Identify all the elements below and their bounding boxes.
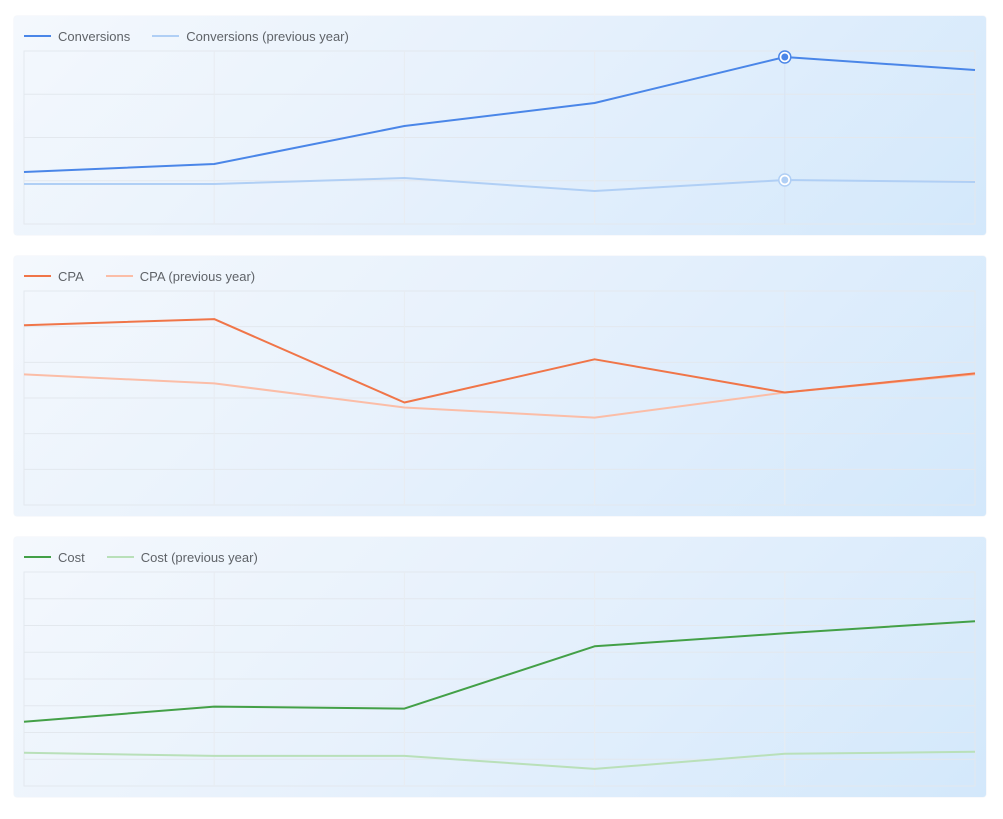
data-point [21, 719, 27, 725]
data-point [211, 753, 217, 759]
cost-legend: Cost Cost (previous year) [24, 549, 280, 565]
cpa-chart-panel: CPA CPA (previous year) [14, 256, 986, 516]
legend-swatch [105, 275, 133, 277]
legend-item-cost[interactable]: Cost [24, 550, 85, 565]
legend-item-cpa[interactable]: CPA [24, 269, 84, 284]
data-point [592, 415, 598, 421]
conversions-chart-panel: Conversions Conversions (previous year) [14, 16, 986, 235]
data-point [401, 706, 407, 712]
data-point [972, 749, 978, 755]
data-point [211, 161, 217, 167]
legend-label: Cost [58, 549, 85, 565]
data-point [401, 400, 407, 406]
data-point [972, 618, 978, 624]
hover-marker-dot [781, 176, 789, 184]
legend-swatch [24, 556, 51, 558]
legend-label: Conversions (previous year) [186, 28, 349, 44]
data-point [211, 704, 217, 710]
series-line-conversions [23, 56, 976, 173]
data-point [211, 181, 217, 187]
data-point [972, 67, 978, 73]
cost-plot[interactable] [14, 537, 986, 797]
data-point [972, 370, 978, 376]
data-point [401, 753, 407, 759]
data-point [21, 750, 27, 756]
conversions-legend: Conversions Conversions (previous year) [24, 28, 371, 44]
hover-marker-dot [781, 53, 789, 61]
legend-swatch [152, 35, 180, 37]
data-point [401, 175, 407, 181]
legend-item-cpa-previous-year[interactable]: CPA (previous year) [105, 268, 256, 284]
legend-label: Conversions [58, 28, 131, 44]
data-point [401, 123, 407, 129]
data-point [21, 371, 27, 377]
data-point [592, 643, 598, 649]
data-point [592, 100, 598, 106]
data-point [21, 322, 27, 328]
data-point [782, 389, 788, 395]
legend-swatch [24, 35, 51, 37]
data-point [592, 356, 598, 362]
data-point [211, 316, 217, 322]
legend-label: CPA [58, 268, 84, 284]
legend-label: CPA (previous year) [139, 268, 256, 284]
series-line-conversions-previous-year [24, 177, 976, 192]
legend-item-conversions-previous-year[interactable]: Conversions (previous year) [152, 29, 349, 44]
data-point [972, 179, 978, 185]
data-point [592, 766, 598, 772]
data-point [211, 380, 217, 386]
series-line-cpa [23, 318, 976, 404]
data-point [592, 188, 598, 194]
conversions-plot[interactable] [14, 16, 986, 235]
data-point [21, 181, 27, 187]
legend-label: Cost (previous year) [140, 549, 258, 565]
legend-item-cost-previous-year[interactable]: Cost (previous year) [106, 549, 258, 565]
cpa-legend: CPA CPA (previous year) [24, 268, 277, 284]
data-point [782, 751, 788, 757]
data-point [782, 630, 788, 636]
legend-item-conversions[interactable]: Conversions [24, 29, 130, 44]
legend-swatch [24, 275, 51, 277]
cost-chart-panel: Cost Cost (previous year) [14, 537, 986, 797]
cpa-plot[interactable] [14, 256, 986, 516]
series-line-cost [23, 620, 976, 723]
series-line-cost-previous-year [23, 750, 976, 770]
legend-swatch [106, 556, 134, 558]
data-point [21, 169, 27, 175]
